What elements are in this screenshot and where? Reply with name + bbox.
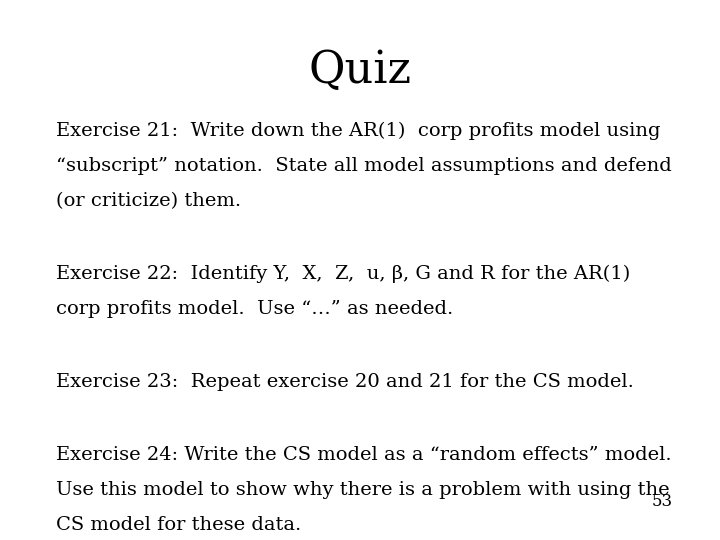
Text: 53: 53	[652, 494, 673, 510]
Text: Exercise 24: Write the CS model as a “random effects” model.: Exercise 24: Write the CS model as a “ra…	[56, 446, 672, 463]
Text: CS model for these data.: CS model for these data.	[56, 516, 302, 534]
Text: Exercise 21:  Write down the AR(1)  corp profits model using: Exercise 21: Write down the AR(1) corp p…	[56, 122, 661, 140]
Text: Exercise 22:  Identify Y,  X,  Z,  u, β, G and R for the AR(1): Exercise 22: Identify Y, X, Z, u, β, G a…	[56, 265, 631, 283]
Text: Use this model to show why there is a problem with using the: Use this model to show why there is a pr…	[56, 481, 670, 498]
Text: Exercise 23:  Repeat exercise 20 and 21 for the CS model.: Exercise 23: Repeat exercise 20 and 21 f…	[56, 373, 634, 390]
Text: (or criticize) them.: (or criticize) them.	[56, 192, 241, 210]
Text: Quiz: Quiz	[308, 49, 412, 92]
Text: corp profits model.  Use “…” as needed.: corp profits model. Use “…” as needed.	[56, 300, 454, 318]
Text: “subscript” notation.  State all model assumptions and defend: “subscript” notation. State all model as…	[56, 157, 672, 174]
